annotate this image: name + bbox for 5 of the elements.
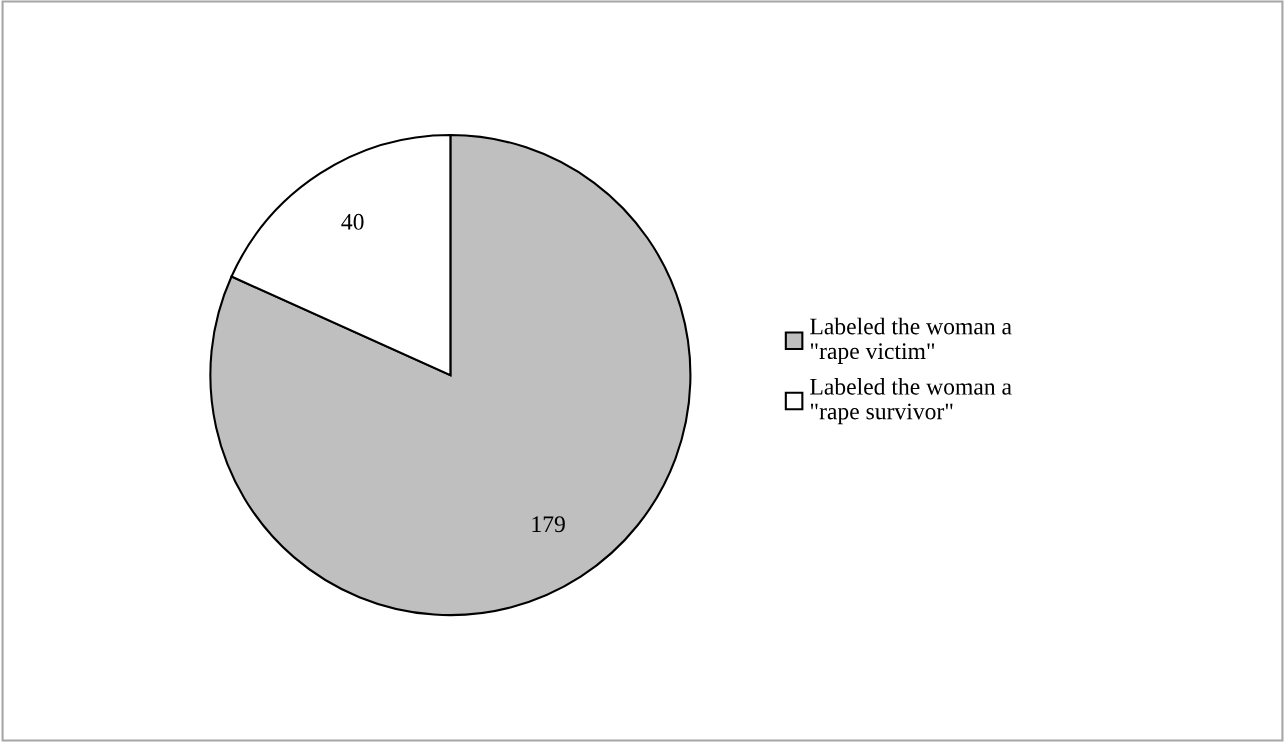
pie-slice <box>209 134 692 617</box>
legend-label: Labeled the woman a "rape survivor" <box>810 378 1012 425</box>
data-label: 40 <box>341 213 364 230</box>
legend-label: Labeled the woman a "rape victim" <box>810 317 1012 364</box>
data-label: 179 <box>532 516 565 533</box>
